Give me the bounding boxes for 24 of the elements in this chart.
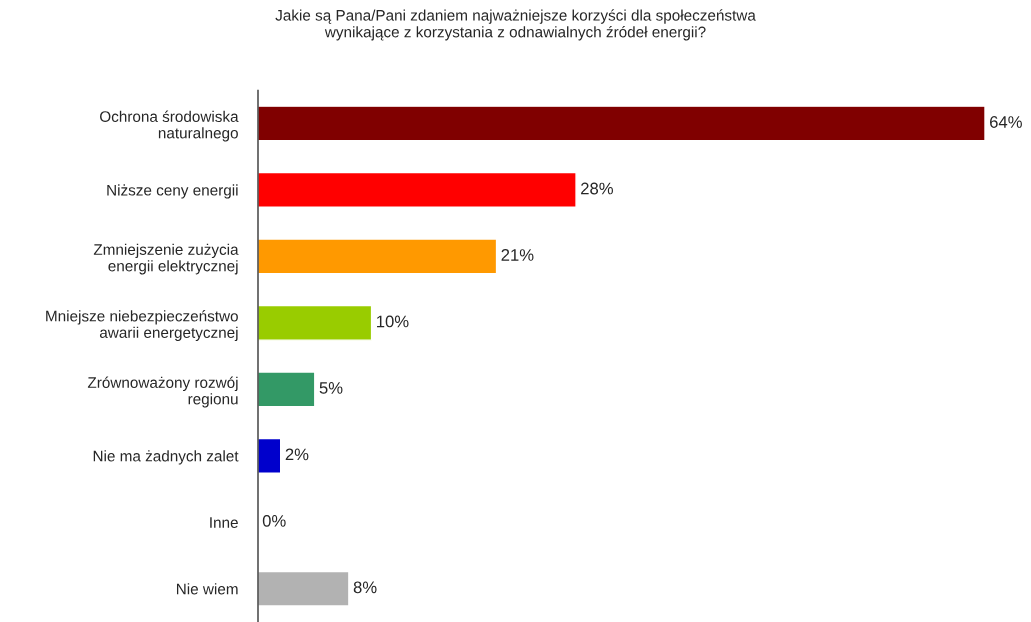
bar <box>258 437 282 474</box>
y-tick-label: Inne <box>210 517 238 528</box>
bar <box>258 304 373 341</box>
bar <box>258 371 316 408</box>
data-label: 28% <box>581 182 613 195</box>
bar <box>258 570 350 607</box>
data-label: 0% <box>262 514 286 527</box>
y-tick-label: Ochrona środowiska naturalnego <box>100 110 239 142</box>
bar <box>258 238 498 275</box>
y-tick-label: Zmniejszenie zużycia energii elektrycznej <box>93 243 239 275</box>
y-tick-label: Zrównoważony rozwój regionu <box>87 376 238 408</box>
y-tick-label: Nie ma żadnych zalet <box>93 450 239 465</box>
data-label: 8% <box>353 581 377 594</box>
chart-title: Jakie są Pana/Pani zdaniem najważniejsze korzyści dla społeczeństwa wynikające z korzystania z odnawialnych źródeł energii? <box>275 9 756 41</box>
y-tick-label: Niższe ceny energii <box>107 184 238 199</box>
data-label: 64% <box>990 116 1022 128</box>
y-tick-label: Nie wiem <box>176 583 238 595</box>
data-label: 10% <box>377 315 409 328</box>
bar <box>258 171 577 208</box>
y-tick-label: Mniejsze niebezpieczeństwo awarii energetycznej <box>46 310 238 341</box>
data-label: 21% <box>501 249 534 261</box>
data-label: 5% <box>319 382 343 394</box>
bar <box>258 105 985 142</box>
data-label: 2% <box>285 448 309 461</box>
